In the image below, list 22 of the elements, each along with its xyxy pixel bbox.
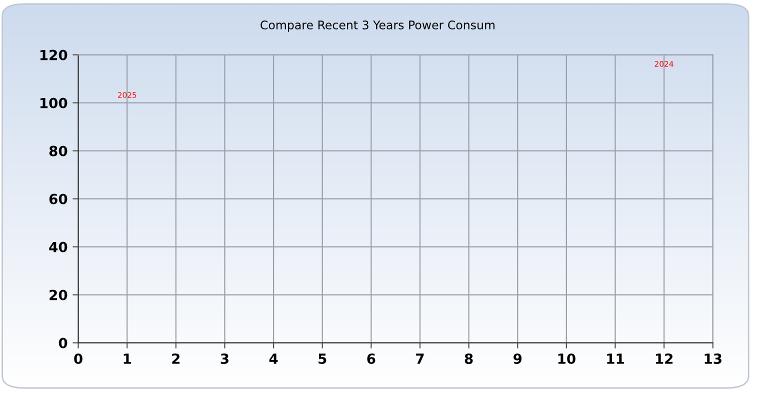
x-tick-label: 5	[318, 354, 326, 364]
x-tick-label: 12	[656, 353, 673, 364]
y-tick-label: 20	[50, 290, 68, 300]
x-tick-label: 2	[172, 353, 180, 364]
y-tick-label: 40	[49, 242, 68, 252]
x-tick-label: 6	[367, 353, 376, 364]
x-tick-label: 9	[514, 353, 522, 364]
x-tick-label: 11	[607, 354, 624, 364]
y-tick-label: 120	[40, 50, 68, 60]
x-tick-label: 3	[220, 353, 228, 364]
x-tick-label: 8	[464, 353, 473, 364]
x-tick-label: 4	[269, 354, 278, 364]
x-tick-label: 0	[74, 353, 82, 364]
x-tick-label: 10	[558, 353, 576, 364]
y-tick-label: 100	[40, 98, 68, 108]
chart-title: Compare Recent 3 Years Power Consum	[260, 20, 494, 32]
y-tick-label: 80	[49, 146, 68, 156]
y-tick-label: 60	[49, 194, 68, 204]
x-tick-label: 13	[704, 353, 722, 364]
x-tick-label: 1	[124, 354, 131, 364]
y-tick-label: 0	[58, 338, 68, 348]
x-tick-label: 7	[416, 354, 424, 364]
